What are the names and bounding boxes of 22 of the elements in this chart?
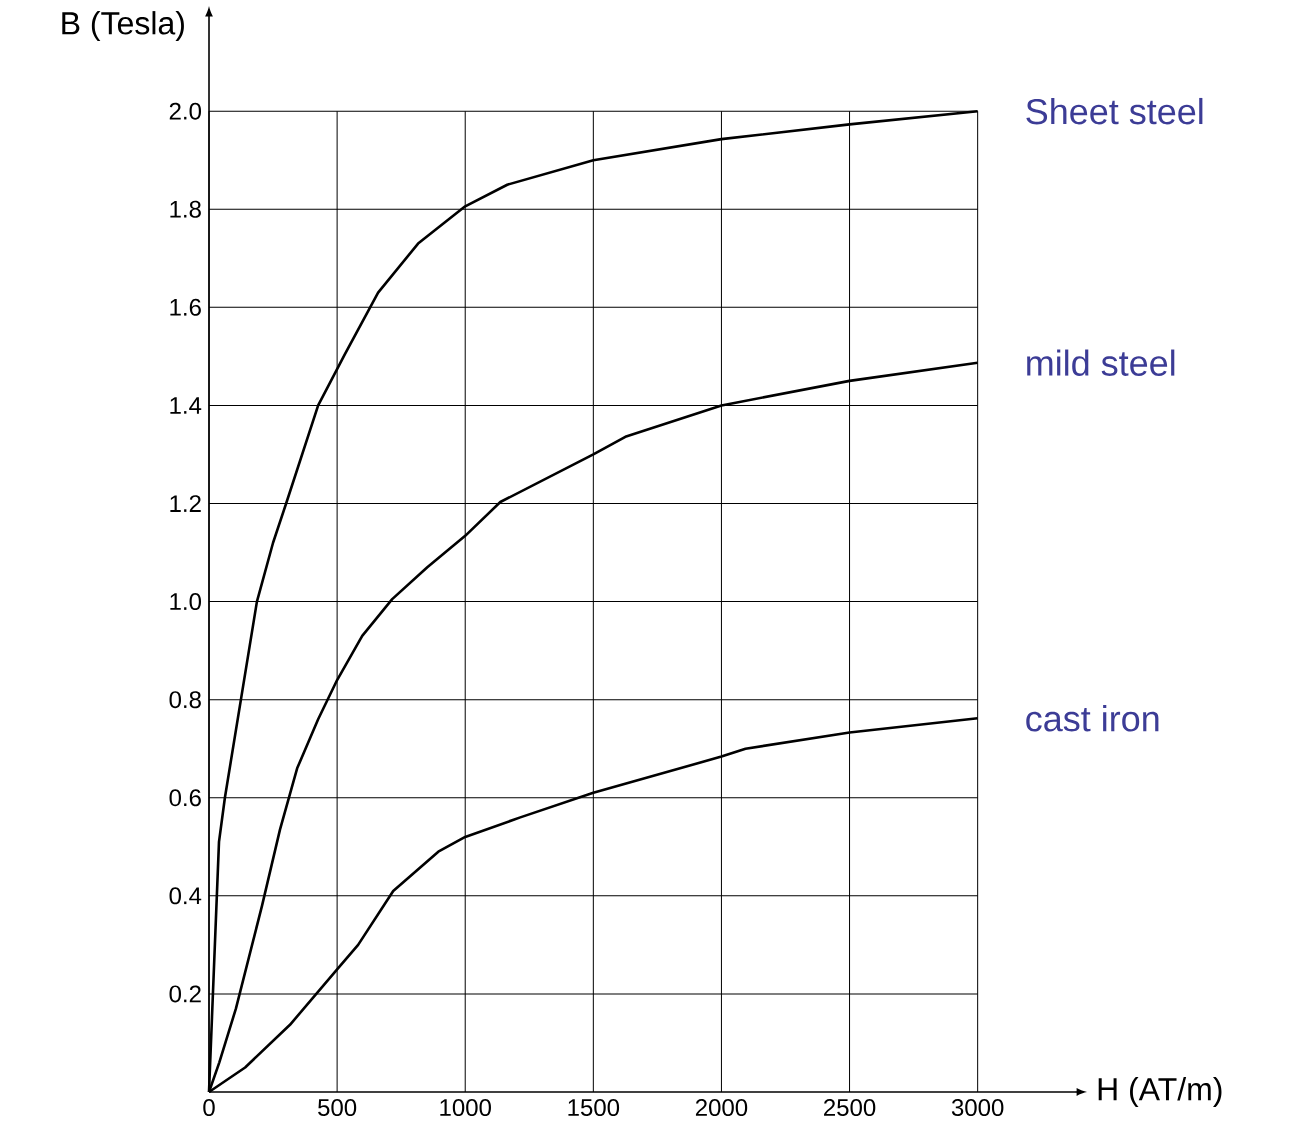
y-tick-label: 1.4 bbox=[170, 397, 202, 414]
x-tick-label: 3000 bbox=[951, 1099, 1004, 1117]
y-tick-label: 1.2 bbox=[170, 495, 201, 512]
x-tick-label: 1000 bbox=[440, 1099, 491, 1117]
series-label: Sheet steel bbox=[1026, 97, 1203, 125]
y-tick-label: 2.0 bbox=[169, 102, 202, 120]
y-tick-label: 1.6 bbox=[170, 298, 201, 316]
x-tick-label: 2500 bbox=[824, 1099, 876, 1117]
y-tick-label: 0.2 bbox=[169, 985, 201, 1003]
x-tick-label: 0 bbox=[203, 1099, 215, 1117]
y-tick-label: 0.8 bbox=[169, 691, 201, 709]
y-tick-label: 1.0 bbox=[170, 593, 202, 611]
x-tick-label: 2000 bbox=[695, 1099, 748, 1117]
y-tick-label: 0.6 bbox=[169, 789, 201, 807]
x-tick-label: 500 bbox=[318, 1099, 357, 1117]
series-label: cast iron bbox=[1026, 705, 1159, 732]
series-label: mild steel bbox=[1027, 349, 1175, 376]
x-tick-label: 1500 bbox=[568, 1099, 620, 1117]
y-tick-label: 0.4 bbox=[169, 887, 202, 905]
y-axis-title: B (Tesla) bbox=[62, 11, 184, 41]
x-axis-title: H (AT/m) bbox=[1098, 1077, 1222, 1107]
y-tick-label: 1.8 bbox=[170, 200, 201, 218]
